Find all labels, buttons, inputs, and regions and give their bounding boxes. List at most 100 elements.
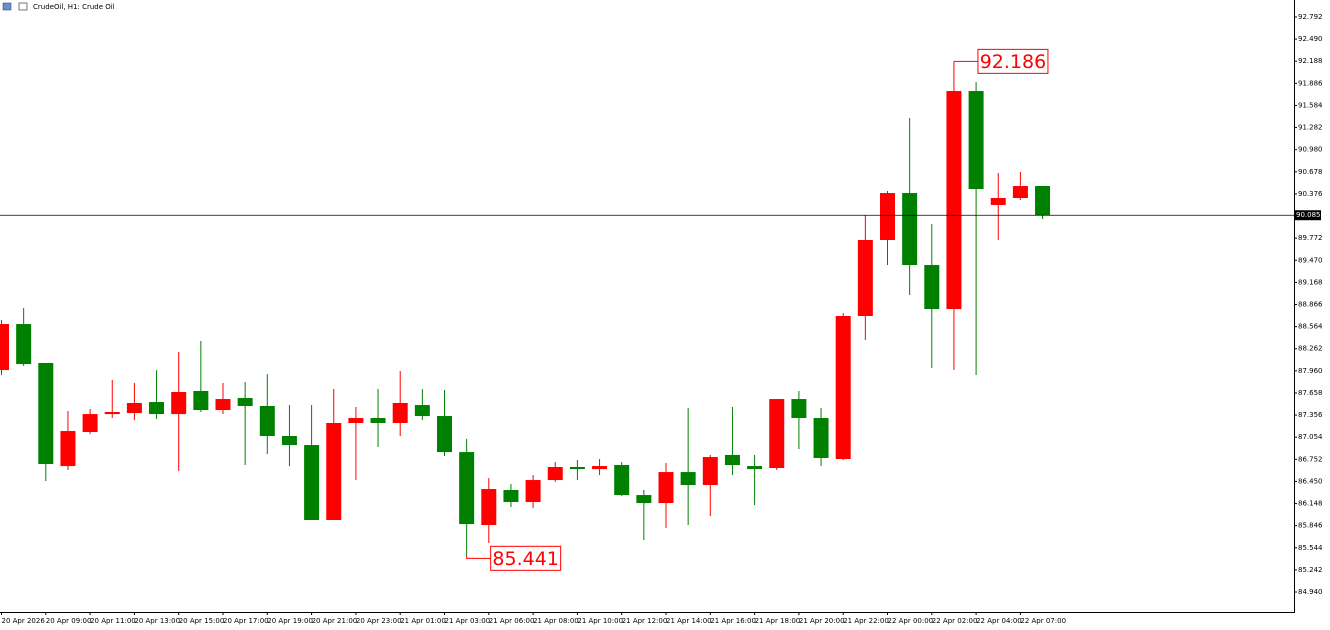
x-tick-label: 20 Apr 17:00 <box>223 617 269 625</box>
y-tick-label: 87.356 <box>1298 411 1323 419</box>
candle-body <box>946 91 962 310</box>
candle-body <box>1012 186 1028 199</box>
candle-body <box>348 418 364 423</box>
y-tick-label: 88.564 <box>1298 323 1323 331</box>
candle-body <box>326 422 342 521</box>
x-tick-label: 21 Apr 22:00 <box>843 617 889 625</box>
x-tick-label: 20 Apr 09:00 <box>46 617 92 625</box>
y-tick-label: 89.168 <box>1298 278 1323 286</box>
y-tick-label: 85.846 <box>1298 522 1323 530</box>
candle-body <box>259 405 275 437</box>
x-tick-label: 21 Apr 18:00 <box>755 617 801 625</box>
candle-body <box>193 390 209 411</box>
candle-body <box>414 405 430 417</box>
candle-body <box>237 398 253 406</box>
annotation-box <box>490 545 562 571</box>
y-tick-label: 88.262 <box>1298 345 1323 353</box>
candle-body <box>215 399 231 411</box>
candle-body <box>968 91 984 190</box>
y-tick-label: 92.490 <box>1298 35 1323 43</box>
y-tick-label: 87.054 <box>1298 433 1323 441</box>
x-tick-label: 22 Apr 07:00 <box>1020 617 1066 625</box>
candle-body <box>680 472 696 486</box>
y-tick-label: 85.544 <box>1298 544 1323 552</box>
candle-body <box>569 467 585 470</box>
candle-body <box>38 363 54 464</box>
candle-body <box>503 489 519 503</box>
x-tick-label: 20 Apr 19:00 <box>267 617 313 625</box>
y-tick-label: 86.450 <box>1298 477 1323 485</box>
candle-body <box>902 193 918 266</box>
candle-body <box>857 239 873 316</box>
x-tick-label: 20 Apr 2026 <box>2 617 46 625</box>
candle-body <box>437 416 452 453</box>
annotation-box <box>977 48 1049 74</box>
x-tick-label: 22 Apr 00:00 <box>888 617 934 625</box>
annotation-label: 85.441 <box>492 548 558 570</box>
last-price-label: 90.085 <box>1296 211 1321 219</box>
candle-body <box>304 445 320 521</box>
y-tick-label: 87.658 <box>1298 389 1323 397</box>
candle-body <box>1035 186 1051 216</box>
y-tick-label: 92.188 <box>1298 57 1323 65</box>
x-tick-label: 20 Apr 11:00 <box>90 617 136 625</box>
candle-body <box>281 436 297 446</box>
candle-body <box>658 472 674 504</box>
candle-body <box>724 454 740 466</box>
annotation-label: 92.186 <box>980 51 1046 73</box>
candle-body <box>481 489 497 526</box>
candle-body <box>126 402 142 414</box>
candle-body <box>835 315 851 460</box>
candle-body <box>392 402 408 423</box>
candle-body <box>990 198 1006 205</box>
candle-body <box>104 412 120 415</box>
x-tick-label: 21 Apr 01:00 <box>400 617 446 625</box>
y-tick-label: 91.282 <box>1298 124 1323 132</box>
icon <box>18 2 28 11</box>
y-tick-label: 90.980 <box>1298 146 1323 154</box>
x-tick-label: 21 Apr 14:00 <box>666 617 712 625</box>
icon <box>2 2 12 11</box>
candle-body <box>0 324 9 371</box>
y-tick-label: 90.376 <box>1298 190 1323 198</box>
annotation-line <box>466 555 491 559</box>
x-tick-label: 20 Apr 23:00 <box>356 617 402 625</box>
y-tick-label: 89.772 <box>1298 234 1323 242</box>
candle-body <box>702 457 718 486</box>
candle-body <box>525 480 541 503</box>
y-tick-label: 92.792 <box>1298 13 1323 21</box>
y-tick-label: 90.678 <box>1298 168 1323 176</box>
y-tick-label: 86.148 <box>1298 500 1323 508</box>
y-tick-label: 89.470 <box>1298 256 1323 264</box>
candle-body <box>924 265 940 310</box>
x-tick-label: 21 Apr 16:00 <box>710 617 756 625</box>
candle-body <box>813 418 829 458</box>
x-tick-label: 21 Apr 20:00 <box>799 617 845 625</box>
candle-body <box>171 392 187 415</box>
candle-body <box>60 431 76 467</box>
candle-body <box>636 495 652 504</box>
x-tick-label: 22 Apr 04:00 <box>976 617 1022 625</box>
x-tick-label: 20 Apr 13:00 <box>134 617 180 625</box>
candle-body <box>791 399 807 419</box>
y-tick-label: 91.886 <box>1298 79 1323 87</box>
x-tick-label: 21 Apr 06:00 <box>489 617 535 625</box>
x-tick-label: 22 Apr 02:00 <box>932 617 978 625</box>
candle-body <box>614 465 630 496</box>
candle-body <box>16 324 32 365</box>
y-tick-label: 86.752 <box>1298 455 1323 463</box>
candle-body <box>747 466 763 470</box>
y-tick-label: 91.584 <box>1298 101 1323 109</box>
y-tick-label: 87.960 <box>1298 367 1323 375</box>
candle-body <box>149 402 165 415</box>
candle-body <box>547 467 563 481</box>
x-tick-label: 21 Apr 12:00 <box>622 617 668 625</box>
x-tick-label: 21 Apr 10:00 <box>577 617 623 625</box>
candle-body <box>769 399 785 469</box>
candle-body <box>82 414 98 432</box>
last-price-box <box>1294 210 1321 221</box>
x-tick-label: 21 Apr 03:00 <box>445 617 491 625</box>
x-tick-label: 20 Apr 21:00 <box>312 617 358 625</box>
